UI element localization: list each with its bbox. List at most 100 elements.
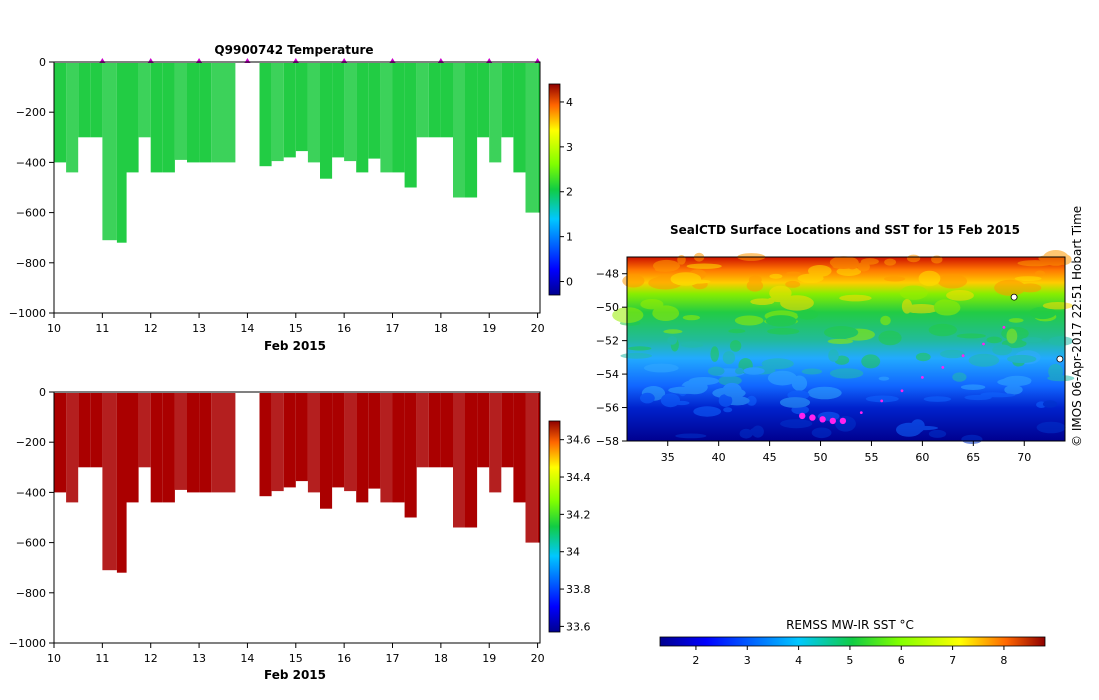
sst-patch bbox=[797, 309, 819, 320]
temperature-colorbar bbox=[548, 83, 561, 296]
y-tick-label: 0 bbox=[39, 386, 46, 399]
profile-bar bbox=[187, 63, 200, 163]
sst-patch bbox=[743, 367, 765, 375]
sst-patch bbox=[1017, 260, 1053, 267]
sst-patch bbox=[880, 315, 891, 326]
profile-bar bbox=[537, 63, 540, 213]
profile-bar bbox=[392, 63, 405, 173]
sst-patch bbox=[1036, 421, 1066, 434]
y-tick-label: −54 bbox=[596, 368, 619, 381]
sst-patch bbox=[923, 396, 952, 402]
sst-patch bbox=[683, 279, 711, 284]
sst-patch bbox=[620, 352, 652, 359]
temperature-panel: Q9900742 Temperature 0 −200 −400 −600 −800 −1… bbox=[9, 43, 573, 353]
sst-patch bbox=[961, 434, 983, 444]
sst-patch bbox=[722, 382, 742, 397]
y-tick-label: −600 bbox=[16, 537, 46, 550]
sst-patch bbox=[734, 315, 764, 326]
profile-bar bbox=[162, 63, 175, 173]
profile-bar bbox=[489, 393, 502, 493]
profile-bar bbox=[465, 63, 478, 198]
sst-patch bbox=[928, 323, 957, 337]
profile-bar bbox=[332, 393, 345, 488]
profile-bar bbox=[54, 63, 67, 163]
sst-patch bbox=[707, 366, 725, 376]
track-point bbox=[941, 366, 945, 369]
colorbar-tick-label: 6 bbox=[898, 654, 905, 667]
sst-colorbar-ticks: 2 3 4 5 6 7 8 bbox=[692, 646, 1007, 667]
profile-bar bbox=[102, 63, 117, 241]
salinity-panel: 0−200−400−600−800−1000 10 11 12 13 14 15 16 17 1… bbox=[9, 386, 591, 682]
sst-patch bbox=[901, 299, 913, 314]
x-tick-label: 20 bbox=[531, 652, 545, 665]
sst-patch bbox=[907, 254, 921, 263]
sst-patch bbox=[1038, 254, 1062, 262]
sst-patch bbox=[940, 349, 965, 359]
profile-bar bbox=[344, 63, 357, 162]
temperature-x-axis: 10 11 12 13 14 15 16 17 18 19 20 bbox=[47, 313, 545, 335]
track-point bbox=[799, 412, 806, 420]
profile-bar bbox=[307, 393, 320, 493]
profile-bar bbox=[368, 393, 381, 489]
profile-bar bbox=[187, 393, 200, 493]
profile-bar bbox=[320, 393, 333, 509]
sst-patch bbox=[677, 254, 686, 265]
x-tick-label: 13 bbox=[192, 322, 206, 335]
profile-bar bbox=[78, 63, 91, 138]
y-tick-label: 0 bbox=[39, 56, 46, 69]
profile-bar bbox=[54, 393, 67, 493]
profile-bar bbox=[440, 63, 453, 138]
colorbar-tick-label: 5 bbox=[846, 654, 853, 667]
sst-patch bbox=[628, 346, 652, 351]
profile-bar bbox=[66, 63, 79, 173]
sst-patch bbox=[1014, 276, 1042, 281]
track-point bbox=[809, 414, 816, 421]
sst-colorbar-panel: REMSS MW-IR SST °C 2 3 4 5 6 7 8 bbox=[659, 618, 1046, 667]
profile-bar bbox=[453, 63, 466, 198]
profile-bar bbox=[90, 393, 103, 468]
sst-patch bbox=[769, 285, 792, 301]
map-y-axis: −48 −50 −52 −54 −56 −58 bbox=[596, 268, 627, 448]
sst-patch bbox=[729, 340, 742, 352]
sst-patch bbox=[807, 386, 842, 400]
profile-bar bbox=[126, 393, 139, 503]
x-tick-label: 15 bbox=[289, 322, 303, 335]
profile-bar bbox=[174, 63, 187, 160]
profile-bar bbox=[211, 63, 236, 163]
y-tick-label: −600 bbox=[16, 207, 46, 220]
sst-patch bbox=[780, 419, 813, 429]
x-tick-label: 16 bbox=[337, 652, 351, 665]
sst-patch bbox=[686, 263, 722, 269]
sst-patch bbox=[612, 307, 644, 323]
sst-patch bbox=[767, 370, 797, 386]
x-tick-label: 45 bbox=[763, 451, 777, 464]
profile-bar bbox=[477, 393, 490, 468]
profile-bar bbox=[513, 393, 526, 503]
profile-bar bbox=[295, 63, 308, 152]
sst-colorbar bbox=[659, 636, 1046, 647]
sst-patch bbox=[964, 394, 992, 401]
sst-patch bbox=[746, 395, 757, 406]
x-tick-label: 19 bbox=[482, 322, 496, 335]
sst-patch bbox=[1004, 385, 1023, 395]
sst-patch bbox=[1006, 328, 1018, 344]
profile-bar bbox=[404, 393, 417, 518]
sst-patch bbox=[710, 346, 719, 362]
profile-bar bbox=[320, 63, 333, 179]
profile-bar bbox=[404, 63, 417, 188]
sst-patch bbox=[1042, 400, 1058, 408]
sst-patch bbox=[928, 429, 947, 438]
colorbar-tick-label: 2 bbox=[692, 654, 699, 667]
x-tick-label: 70 bbox=[1017, 451, 1031, 464]
y-tick-label: −800 bbox=[16, 587, 46, 600]
salinity-colorbar-ticks: 33.6 33.8 34 34.2 34.4 34.6 bbox=[560, 434, 591, 633]
sst-patch bbox=[956, 333, 986, 339]
track-point bbox=[961, 354, 965, 358]
track-point bbox=[921, 376, 924, 379]
sst-patch bbox=[765, 315, 797, 327]
sst-map-panel: SealCTD Surface Locations and SST for 15… bbox=[596, 206, 1084, 464]
profile-bar bbox=[150, 393, 163, 503]
x-tick-label: 17 bbox=[386, 652, 400, 665]
sst-patch bbox=[1007, 354, 1037, 364]
map-frame bbox=[626, 256, 1066, 442]
